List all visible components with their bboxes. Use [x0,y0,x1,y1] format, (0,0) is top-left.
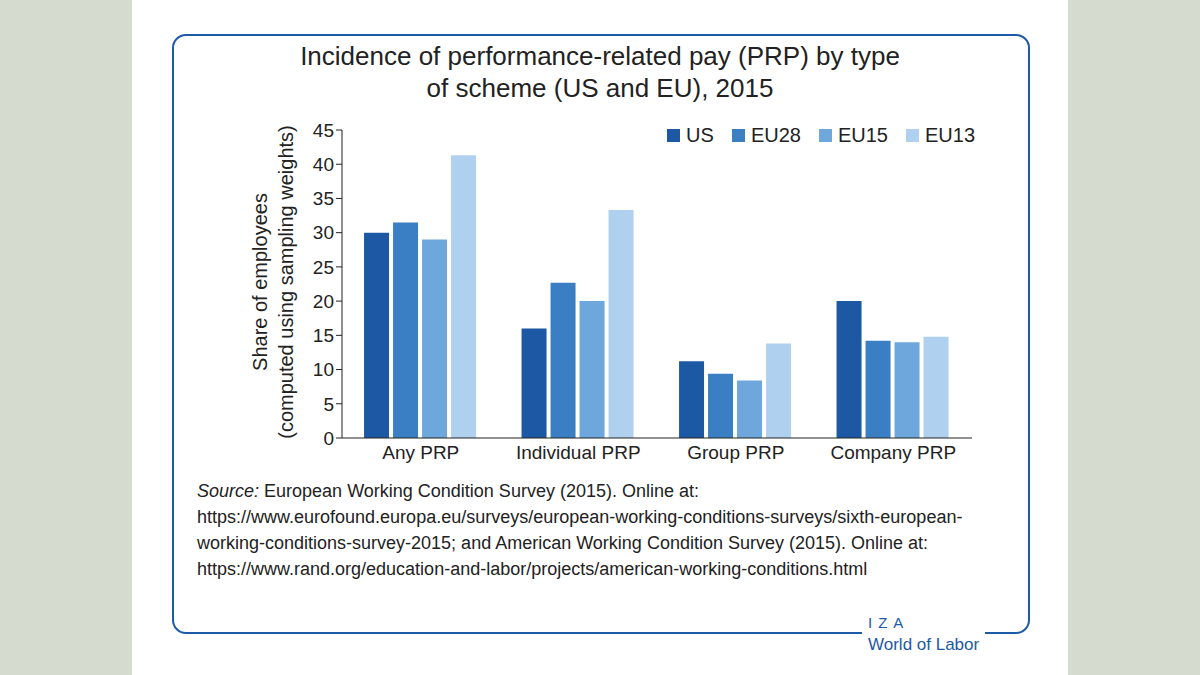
html-text:IZA: IZA [868,614,910,631]
svg-text:Group PRP: Group PRP [687,442,784,463]
html-text:(computed using sampling weigh: (computed using sampling weights) [275,125,297,439]
svg-text:40: 40 [313,154,334,175]
html-text:EU13: EU13 [925,124,975,146]
svg-text:15: 15 [313,325,334,346]
html-text:Incidence of performance-relat: Incidence of performance-related pay (PR… [300,41,900,103]
svg-text:30: 30 [313,222,334,243]
svg-text:10: 10 [313,359,334,380]
svg-text:45: 45 [313,120,334,141]
svg-text:Company PRP: Company PRP [830,442,956,463]
svg-text:0: 0 [323,428,334,449]
svg-text:35: 35 [313,188,334,209]
svg-text:Individual PRP: Individual PRP [516,442,641,463]
html-text:US: US [686,124,714,146]
svg-text:20: 20 [313,291,334,312]
html-text:EU15: EU15 [837,124,888,146]
html-text:EU28: EU28 [750,124,801,146]
html-text:Share of employees: Share of employees [249,193,271,371]
html-text:World of Labor: World of Labor [868,635,980,654]
svg-text:Any PRP: Any PRP [382,442,459,463]
svg-text:5: 5 [323,394,334,415]
svg-text:25: 25 [313,257,334,278]
html-text:Source: European Working Condi: Source: European Working Condition Surve… [197,481,963,579]
